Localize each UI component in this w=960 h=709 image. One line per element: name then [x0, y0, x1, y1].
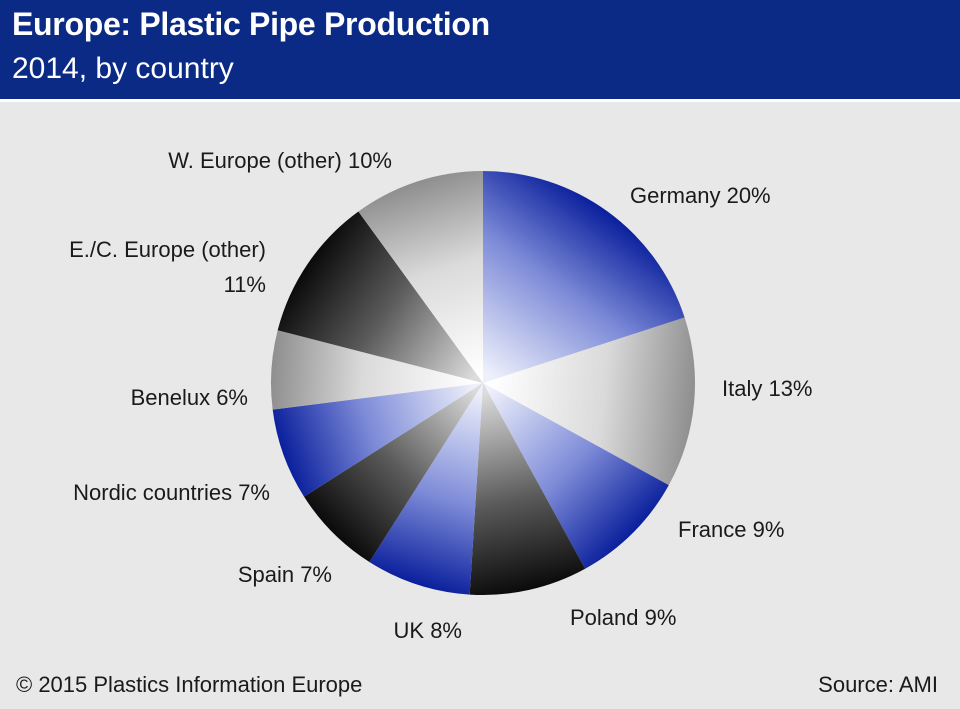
pie-label-benelux: Benelux 6% [131, 385, 248, 410]
pie-label-germany: Germany 20% [630, 183, 771, 208]
chart-header: Europe: Plastic Pipe Production 2014, by… [0, 0, 960, 102]
pie-chart: Germany 20% Italy 13% France 9% Poland 9% UK… [69, 148, 812, 643]
pie-slice-e-c-europe-other [277, 211, 483, 383]
pie-slice-w-europe-other [358, 171, 483, 383]
pie-slices [271, 171, 695, 595]
pie-slice-france [483, 383, 669, 569]
pie-slice-uk [369, 383, 483, 595]
pie-label-poland: Poland 9% [570, 605, 676, 630]
pie-slice-germany [483, 171, 685, 383]
pie-slice-spain [304, 383, 483, 562]
pie-label-uk: UK 8% [394, 618, 462, 643]
pie-slice-nordic-countries [272, 383, 483, 497]
pie-slice-benelux [271, 330, 483, 410]
pie-label-italy: Italy 13% [722, 376, 813, 401]
pie-label-w-europe-other: W. Europe (other) 10% [168, 148, 392, 173]
pie-label-e-c-europe-other: E./C. Europe (other) 11% [69, 237, 266, 297]
pie-label-nordic-countries: Nordic countries 7% [73, 480, 270, 505]
pie-label-france: France 9% [678, 517, 784, 542]
pie-labels: Germany 20% Italy 13% France 9% Poland 9% UK… [69, 148, 812, 643]
chart-subtitle: 2014, by country [12, 52, 234, 85]
chart-title: Europe: Plastic Pipe Production [12, 6, 490, 42]
pie-slice-poland [469, 383, 586, 595]
pie-label-spain: Spain 7% [238, 562, 332, 587]
pie-slice-italy [483, 317, 695, 486]
copyright-text: © 2015 Plastics Information Europe [16, 672, 363, 697]
source-text: Source: AMI [818, 672, 938, 697]
